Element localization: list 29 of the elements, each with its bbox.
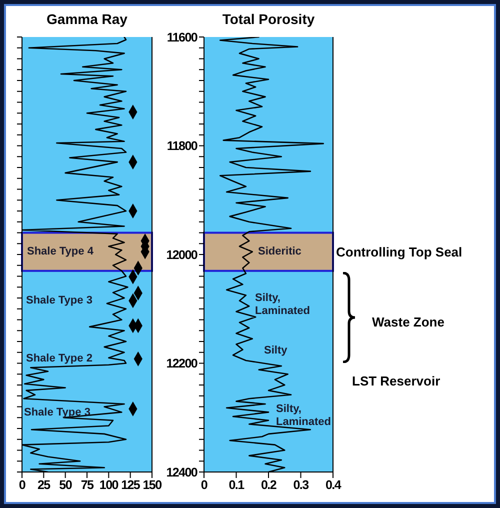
x-tick-label: 100: [99, 478, 119, 492]
annotation: Shale Type 2: [26, 352, 92, 366]
x-tick-label: 150: [142, 478, 162, 492]
x-tick-label: 50: [59, 478, 72, 492]
x-tick-label: 0.1: [228, 478, 245, 492]
x-tick-label: 0.3: [293, 478, 310, 492]
y-tick-label: 12400: [166, 465, 198, 480]
x-tick-label: 0: [18, 478, 26, 492]
annotation: Shale Type 4: [27, 246, 94, 258]
annotation: Sideritic: [258, 246, 302, 258]
x-tick-label: 25: [38, 478, 51, 492]
y-tick-label: 11800: [166, 139, 198, 154]
x-tick-label: 125: [121, 478, 140, 492]
x-tick-label: 0.2: [261, 478, 277, 492]
annotation: Silty: [264, 344, 288, 358]
annotation: Silty, Laminated: [276, 403, 332, 429]
annotation: Shale Type 3: [26, 294, 92, 308]
x-tick-label: 0: [200, 478, 208, 492]
x-tick-label: 0.4: [326, 478, 342, 492]
annotation: Silty, Laminated: [255, 292, 310, 318]
text: Waste Zone: [372, 314, 444, 330]
band-label: Controlling Top Seal: [336, 244, 462, 260]
y-tick-label: 12200: [166, 356, 198, 371]
x-tick-label: 75: [80, 478, 94, 492]
y-tick-label: 11600: [166, 30, 198, 44]
text: LST Reservoir: [352, 374, 440, 388]
chart-title: Total Porosity: [221, 11, 316, 27]
y-tick-label: 12000: [166, 248, 198, 262]
chart-title: Gamma Ray: [46, 11, 128, 27]
